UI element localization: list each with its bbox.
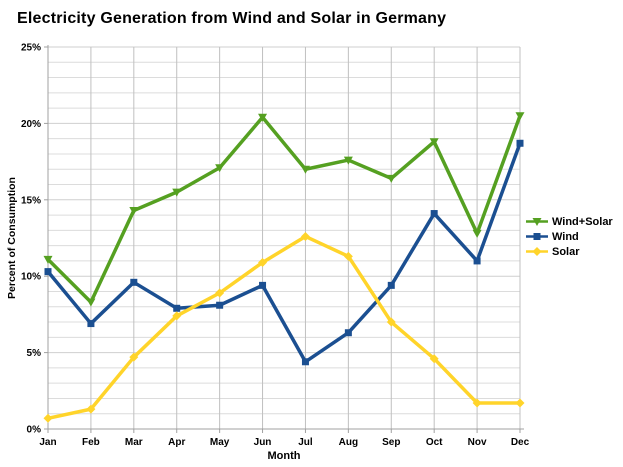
legend-item-wind-solar: Wind+Solar	[526, 214, 613, 229]
data-point-marker-solar	[258, 257, 268, 267]
y-tick-label: 5%	[27, 348, 42, 359]
series-line-solar	[46, 234, 522, 421]
data-point-marker-solar	[43, 413, 53, 423]
legend-item-solar: Solar	[526, 244, 613, 259]
x-tick-label: Apr	[168, 437, 185, 448]
x-tick-label: Mar	[125, 437, 143, 448]
data-point-marker-wind-solar	[300, 165, 310, 174]
data-point-marker-wind-solar	[258, 113, 268, 122]
legend-marker-wind	[526, 233, 548, 240]
data-point-marker-wind	[130, 278, 138, 286]
legend-marker-solar	[526, 247, 548, 256]
data-point-marker-wind	[301, 358, 309, 366]
data-point-marker-wind-solar	[386, 174, 396, 183]
data-point-marker-wind-solar	[472, 229, 482, 238]
x-tick-label: Oct	[426, 437, 443, 448]
data-point-marker-wind-solar	[129, 206, 139, 215]
x-tick-label: Jan	[39, 437, 56, 448]
data-point-marker-wind	[344, 329, 352, 337]
y-tick-label: 20%	[21, 119, 41, 130]
data-point-marker-solar	[129, 352, 139, 362]
data-point-marker-wind	[259, 281, 267, 289]
x-tick-label: Aug	[339, 437, 358, 448]
data-point-marker-solar	[343, 251, 353, 261]
data-point-marker-solar	[172, 311, 182, 321]
x-tick-label: Jul	[298, 437, 313, 448]
y-tick-label: 15%	[21, 195, 41, 206]
data-point-marker-solar	[472, 398, 482, 408]
data-point-marker-wind	[87, 320, 95, 328]
y-axis-title: Percent of Consumption	[6, 177, 18, 299]
data-point-marker-solar	[515, 398, 525, 408]
data-point-marker-solar	[386, 317, 396, 327]
legend-marker-shape	[533, 233, 541, 240]
x-tick-label: Sep	[382, 437, 400, 448]
data-point-marker-solar	[215, 288, 225, 298]
data-point-marker-wind	[44, 268, 52, 276]
data-point-marker-wind-solar	[43, 255, 53, 264]
data-point-marker-wind-solar	[215, 164, 225, 173]
data-point-marker-wind	[387, 281, 395, 289]
x-tick-label: Jun	[254, 437, 272, 448]
legend-item-wind: Wind	[526, 229, 613, 244]
data-point-marker-wind	[473, 257, 481, 265]
data-point-marker-wind	[516, 139, 524, 147]
legend-label: Wind	[552, 230, 579, 243]
data-point-marker-wind-solar	[86, 298, 96, 307]
data-point-marker-wind-solar	[429, 138, 439, 147]
x-tick-label: Nov	[468, 437, 487, 448]
chart-title: Electricity Generation from Wind and Sol…	[17, 10, 447, 27]
y-tick-label: 0%	[27, 425, 42, 436]
x-tick-label: Dec	[511, 437, 530, 448]
series-line-wind-solar	[46, 114, 522, 304]
data-point-marker-wind	[173, 304, 181, 312]
legend-label: Wind+Solar	[552, 215, 613, 228]
data-point-marker-solar	[429, 354, 439, 364]
x-tick-label: May	[210, 437, 230, 448]
x-axis-title: Month	[267, 450, 301, 462]
data-point-marker-wind-solar	[343, 156, 353, 165]
legend-marker-shape	[532, 218, 542, 226]
series-line-wind	[46, 141, 522, 364]
data-point-marker-wind	[430, 210, 438, 218]
data-point-marker-wind-solar	[515, 112, 525, 121]
legend-marker-shape	[532, 247, 542, 256]
data-point-marker-wind-solar	[172, 188, 182, 197]
data-point-marker-wind	[216, 301, 224, 309]
chart-legend: Wind+Solar Wind Solar	[526, 214, 613, 259]
data-point-marker-solar	[300, 231, 310, 241]
legend-marker-wind-solar	[526, 218, 548, 226]
y-tick-label: 10%	[21, 272, 41, 283]
data-point-marker-solar	[86, 404, 96, 414]
x-tick-label: Feb	[82, 437, 100, 448]
legend-label: Solar	[552, 245, 580, 258]
y-tick-label: 25%	[21, 43, 41, 54]
